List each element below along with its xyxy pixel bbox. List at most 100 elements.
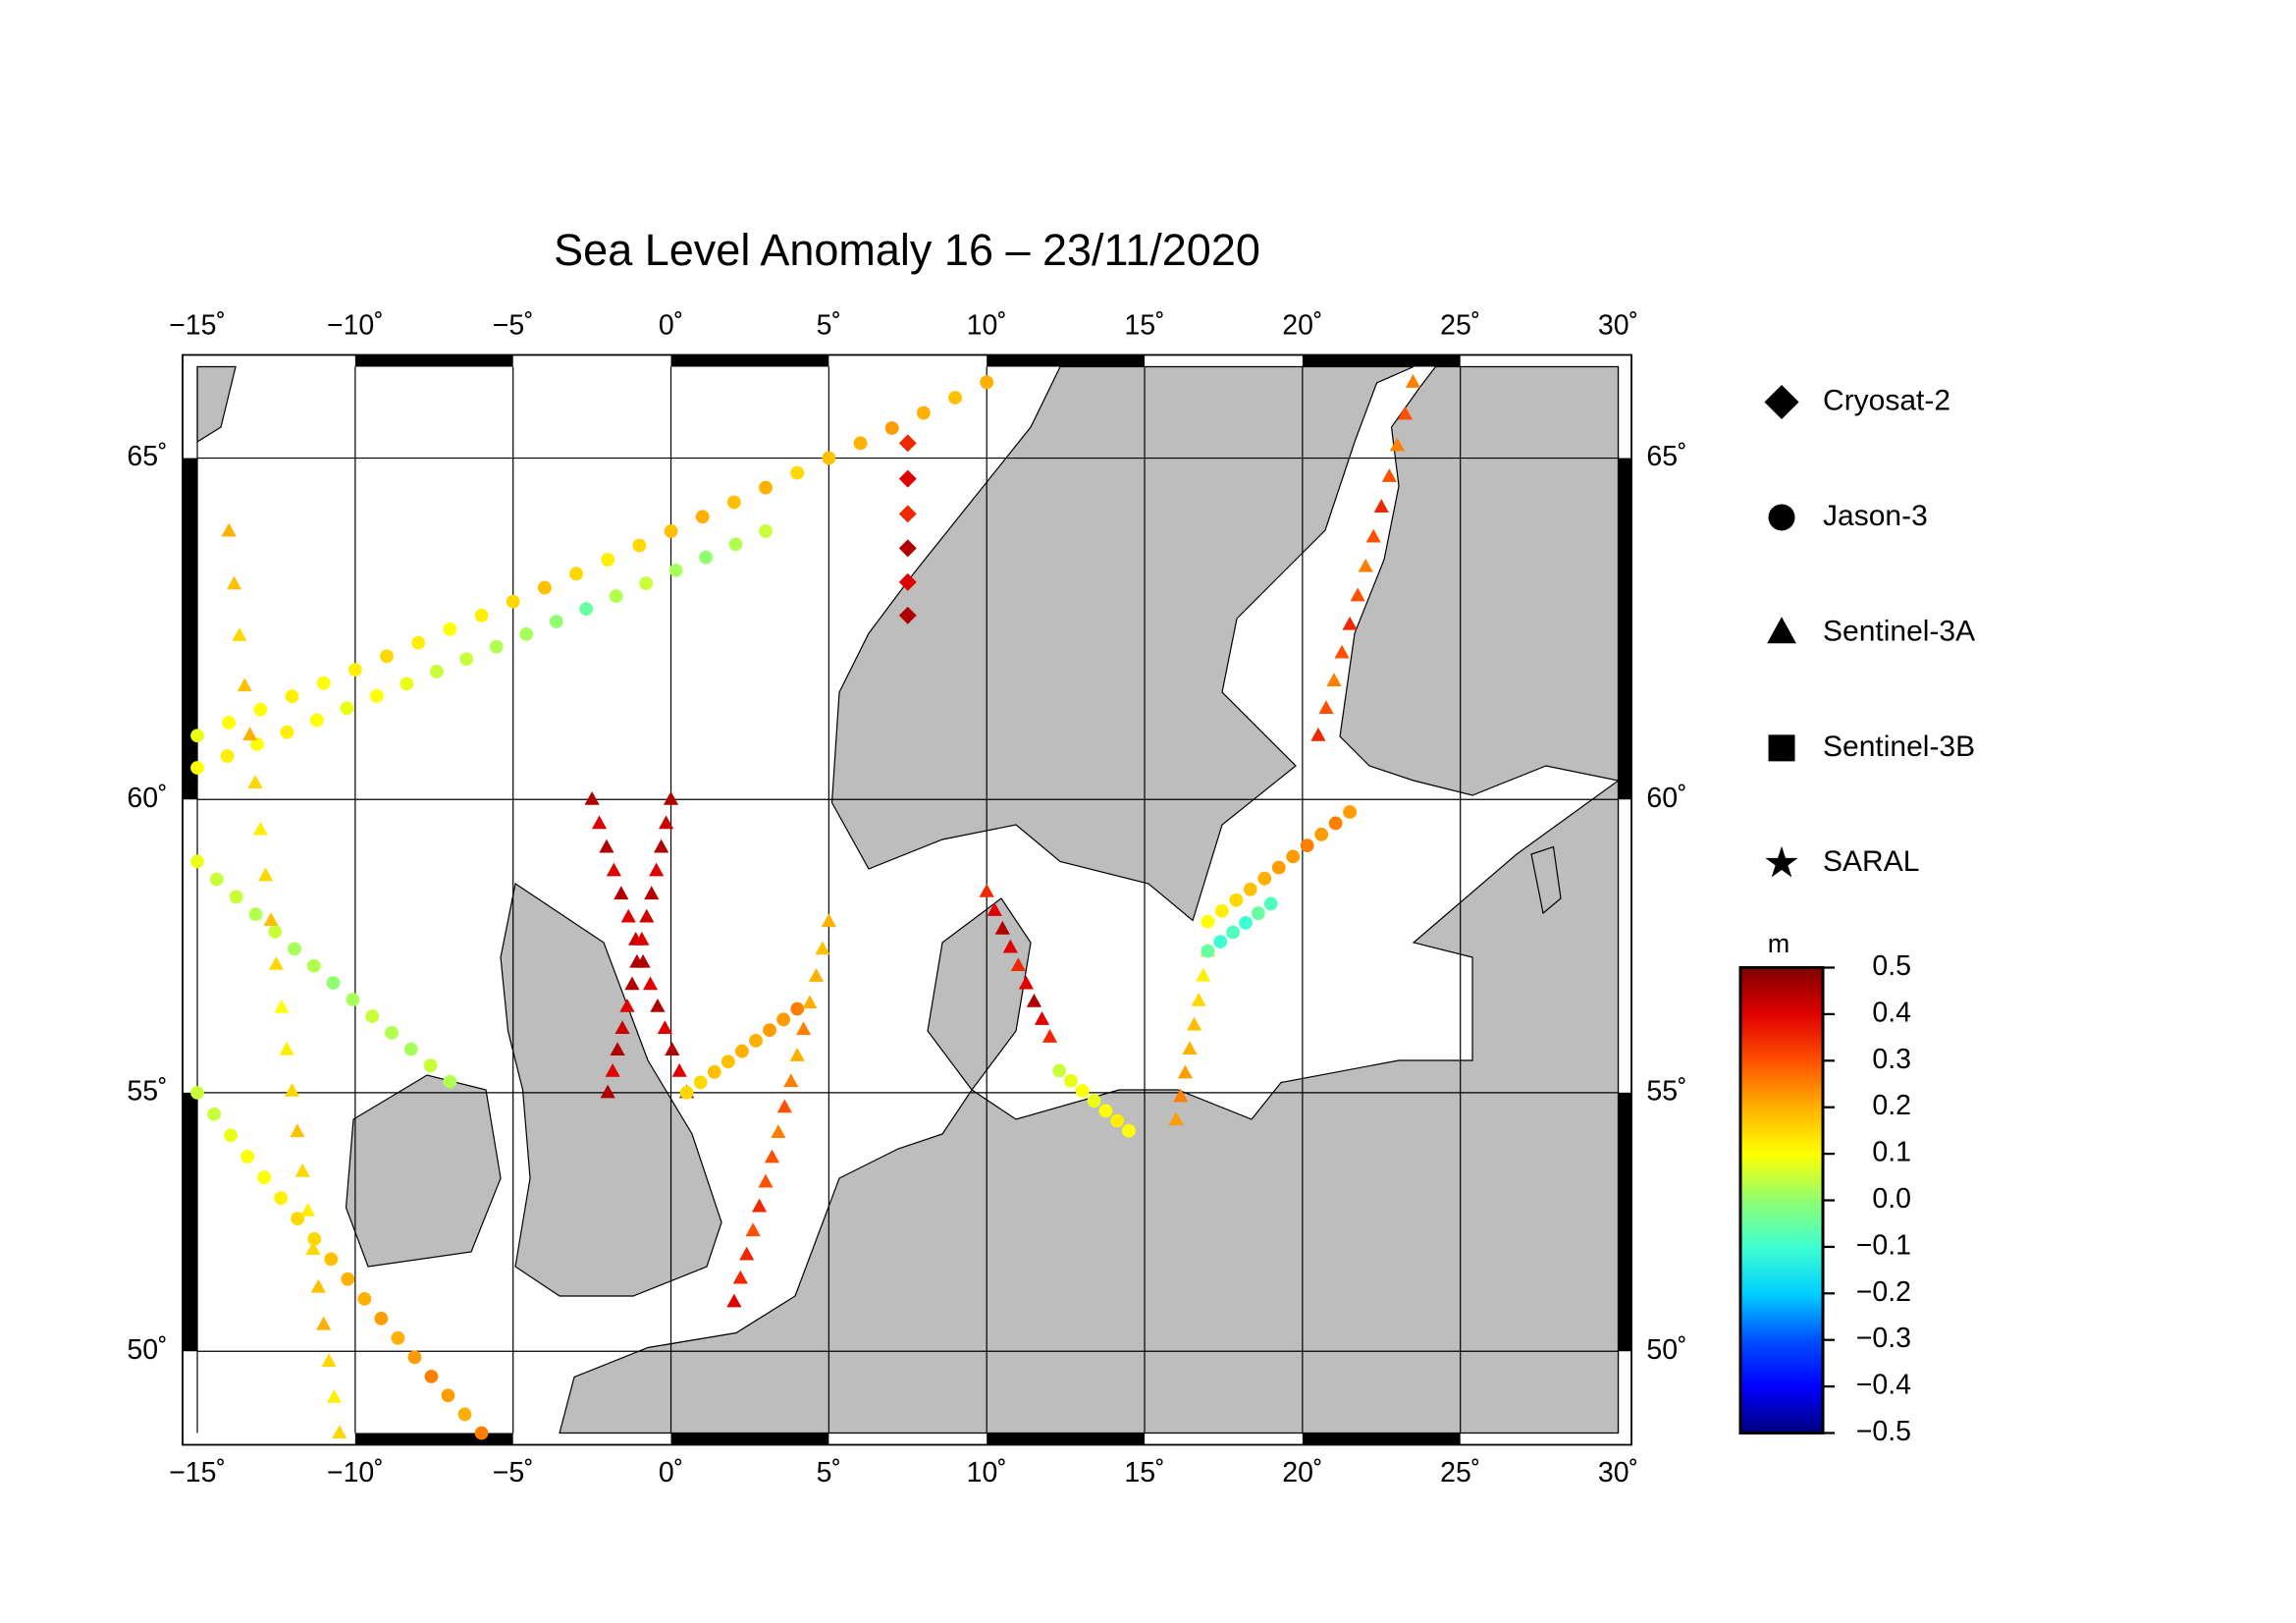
circle-mark <box>248 907 263 922</box>
circle-mark <box>1052 1063 1067 1078</box>
circle-mark <box>474 608 489 622</box>
triangle-mark <box>1310 727 1326 741</box>
lon-tick-label: 10˚ <box>967 1457 1007 1488</box>
circle-mark <box>948 391 962 405</box>
lat-tick-label: 55˚ <box>127 1075 167 1107</box>
colorbar-tick-label: 0.1 <box>1872 1137 1911 1168</box>
circle-mark <box>664 524 678 538</box>
lon-tick-label: 15˚ <box>1124 1457 1164 1488</box>
lon-tick-label: 15˚ <box>1124 310 1164 342</box>
lon-tick-label: 10˚ <box>967 310 1007 342</box>
triangle-mark <box>610 1042 625 1055</box>
circle-mark <box>853 436 868 451</box>
circle-mark <box>316 676 331 690</box>
triangle-mark <box>620 908 636 923</box>
circle-mark <box>274 1191 289 1206</box>
triangle-mark <box>242 727 258 741</box>
triangle-mark <box>1191 992 1206 1006</box>
circle-mark <box>790 1001 805 1016</box>
colorbar-tick-label: 0.2 <box>1872 1090 1911 1121</box>
triangle-mark <box>979 883 994 897</box>
track-marks <box>190 374 1421 1440</box>
circle-mark <box>1214 903 1229 918</box>
circle-mark <box>1229 893 1244 907</box>
lat-tick-label: 65˚ <box>1646 441 1686 472</box>
lon-tick-label: 5˚ <box>817 1457 841 1488</box>
frame-bar <box>183 458 198 800</box>
circle-mark <box>324 1252 339 1267</box>
triangle-mark <box>599 839 614 853</box>
circle-mark <box>759 524 773 538</box>
circle-mark <box>443 622 457 636</box>
circle-mark <box>506 594 520 609</box>
circle-mark <box>1075 1084 1090 1098</box>
frame-bar <box>670 354 829 367</box>
frame-bar <box>670 1433 829 1445</box>
triangle-mark <box>221 522 237 537</box>
lat-tick-label: 50˚ <box>1646 1334 1686 1366</box>
circle-mark <box>822 451 836 465</box>
circle-mark <box>268 924 283 939</box>
triangle-mark <box>1365 528 1381 543</box>
triangle-mark <box>316 1316 332 1330</box>
circle-mark <box>190 854 204 869</box>
triangle-mark <box>639 908 655 923</box>
triangle-mark <box>752 1198 768 1213</box>
circle-mark <box>1213 935 1228 949</box>
circle-mark <box>207 1107 221 1121</box>
circle-mark <box>679 1085 694 1100</box>
colorbar-tick-label: 0.5 <box>1872 950 1911 982</box>
circle-mark <box>519 626 534 641</box>
triangle-mark <box>305 1241 321 1255</box>
colorbar-tick-label: −0.4 <box>1856 1370 1911 1401</box>
frame-bar <box>1302 1433 1461 1445</box>
triangle-mark <box>1026 993 1042 1007</box>
lon-tick-label: −5˚ <box>493 1457 534 1488</box>
triangle-mark <box>1350 587 1365 602</box>
triangle-mark <box>226 575 242 590</box>
lon-tick-label: 0˚ <box>659 1457 683 1488</box>
triangle-mark <box>1182 1041 1198 1055</box>
triangle-mark <box>1010 957 1026 972</box>
colorbar-tick-label: 0.0 <box>1872 1183 1911 1215</box>
triangle-mark <box>232 627 247 641</box>
circle-mark <box>699 550 713 565</box>
circle-mark <box>1098 1104 1113 1118</box>
circle-mark <box>1328 816 1343 831</box>
lat-tick-label: 60˚ <box>127 783 167 814</box>
circle-mark <box>569 567 583 581</box>
lat-tick-label: 65˚ <box>127 441 167 472</box>
lat-tick-label: 60˚ <box>1646 783 1686 814</box>
triangle-mark <box>1389 437 1405 452</box>
triangle-mark <box>252 821 268 836</box>
circle-mark <box>1286 849 1301 864</box>
circle-mark <box>1251 906 1265 921</box>
circle-mark <box>549 615 563 628</box>
diamond-mark <box>898 572 917 591</box>
lon-tick-label: 0˚ <box>659 310 683 342</box>
circle-mark <box>639 576 654 590</box>
circle-mark <box>632 538 647 553</box>
frame-bar <box>354 354 513 367</box>
triangle-mark <box>994 920 1010 935</box>
triangle-mark <box>624 976 640 991</box>
triangle-mark <box>783 1073 799 1088</box>
triangle-mark <box>1173 1088 1189 1103</box>
circle-mark <box>1768 504 1795 531</box>
triangle-mark <box>1405 374 1421 388</box>
circle-mark <box>341 1271 355 1286</box>
triangle-mark <box>294 1163 310 1177</box>
land-europe <box>559 779 1620 1434</box>
triangle-mark <box>1177 1064 1193 1079</box>
circle-mark <box>1201 944 1215 958</box>
circle-mark <box>1064 1073 1078 1088</box>
legend: Cryosat-2 Jason-3 Sentinel-3A Sentinel-3B SA… <box>1764 384 1975 878</box>
colorbar-tick-label: −0.2 <box>1856 1276 1911 1308</box>
frame-bar <box>987 1433 1146 1445</box>
frame-bar <box>354 1433 513 1445</box>
circle-mark <box>222 716 237 730</box>
colorbar-tick-label: −0.5 <box>1856 1416 1911 1447</box>
triangle-mark <box>1168 1111 1184 1126</box>
circle-mark <box>346 993 360 1006</box>
